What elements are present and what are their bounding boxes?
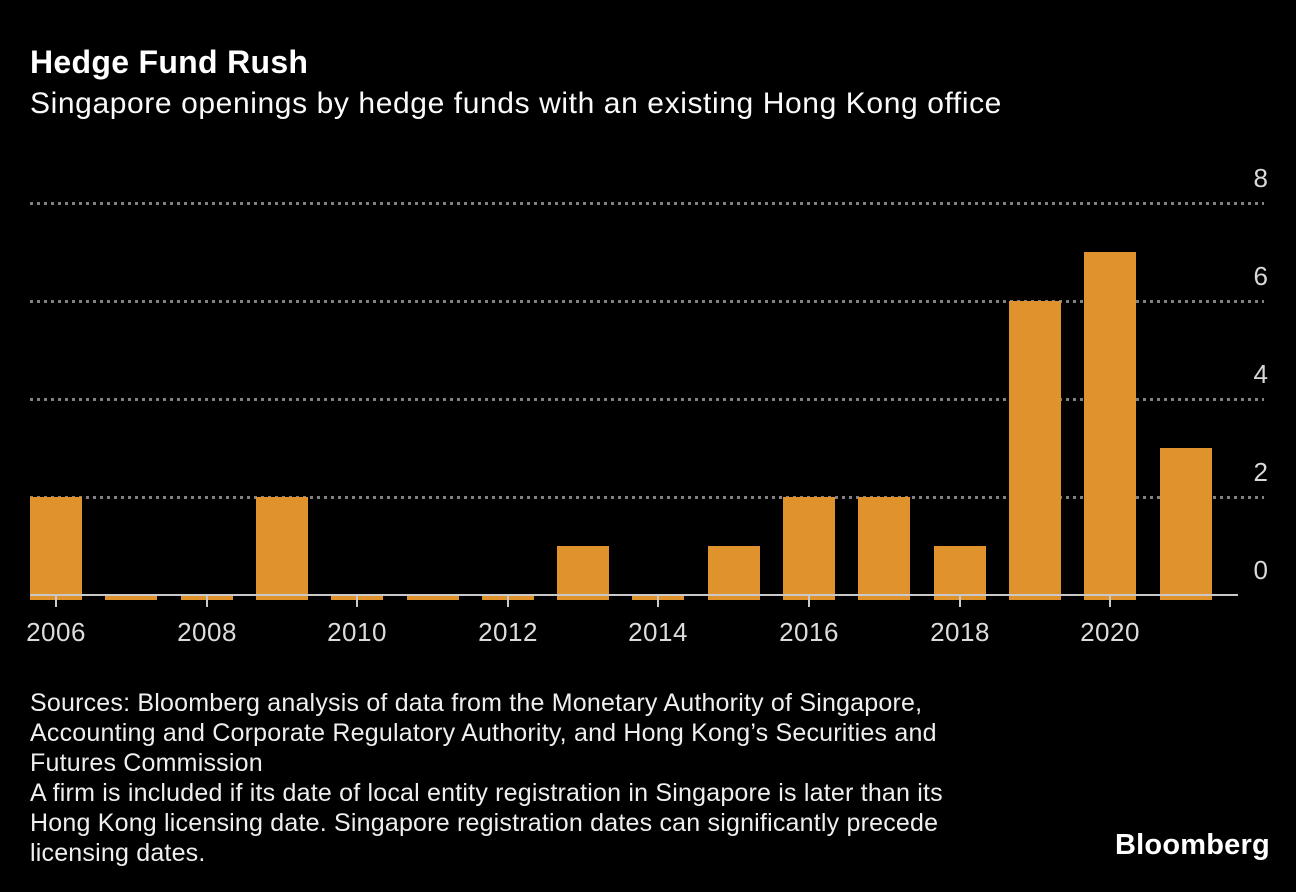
x-label-2014: 2014 — [628, 617, 688, 647]
x-tick-2012 — [507, 596, 509, 607]
gridline-2 — [30, 496, 1264, 499]
source-note-line-4: A firm is included if its date of local … — [30, 779, 943, 807]
bar-2019 — [1009, 301, 1061, 600]
x-label-2018: 2018 — [930, 617, 990, 647]
x-label-2006: 2006 — [26, 617, 86, 647]
x-axis-line — [30, 594, 1238, 596]
source-note-line-1: Sources: Bloomberg analysis of data from… — [30, 689, 923, 717]
bar-2017 — [858, 497, 910, 600]
x-tick-2006 — [55, 596, 57, 607]
x-tick-2016 — [808, 596, 810, 607]
chart-title: Hedge Fund Rush — [30, 44, 309, 80]
bar-2006 — [30, 497, 82, 600]
x-tick-2010 — [356, 596, 358, 607]
bar-2011 — [407, 595, 459, 600]
bar-2016 — [783, 497, 835, 600]
x-label-2008: 2008 — [177, 617, 237, 647]
gridline-6 — [30, 300, 1264, 303]
chart-subtitle: Singapore openings by hedge funds with a… — [30, 87, 1002, 120]
x-label-2010: 2010 — [327, 617, 387, 647]
bar-2018 — [934, 546, 986, 600]
bar-2020 — [1084, 252, 1136, 600]
y-label-4: 4 — [1253, 359, 1268, 389]
x-tick-2014 — [657, 596, 659, 607]
y-label-2: 2 — [1253, 457, 1268, 487]
x-label-2012: 2012 — [478, 617, 538, 647]
x-label-2020: 2020 — [1080, 617, 1140, 647]
y-label-6: 6 — [1253, 261, 1268, 291]
y-label-8: 8 — [1253, 163, 1268, 193]
source-note-line-2: Accounting and Corporate Regulatory Auth… — [30, 719, 937, 747]
bloomberg-logo: Bloomberg — [1115, 829, 1270, 861]
x-tick-2020 — [1109, 596, 1111, 607]
bar-2007 — [105, 595, 157, 600]
x-tick-2008 — [206, 596, 208, 607]
source-note-line-3: Futures Commission — [30, 749, 263, 777]
bar-2015 — [708, 546, 760, 600]
bar-2009 — [256, 497, 308, 600]
bar-2013 — [557, 546, 609, 600]
gridline-4 — [30, 398, 1264, 401]
source-note-line-5: Hong Kong licensing date. Singapore regi… — [30, 809, 939, 837]
x-label-2016: 2016 — [779, 617, 839, 647]
source-notes: Sources: Bloomberg analysis of data from… — [30, 688, 943, 868]
source-note-line-6: licensing dates. — [30, 839, 206, 867]
y-label-0: 0 — [1253, 555, 1268, 585]
x-tick-2018 — [959, 596, 961, 607]
gridline-8 — [30, 202, 1264, 205]
bar-2021 — [1160, 448, 1212, 600]
